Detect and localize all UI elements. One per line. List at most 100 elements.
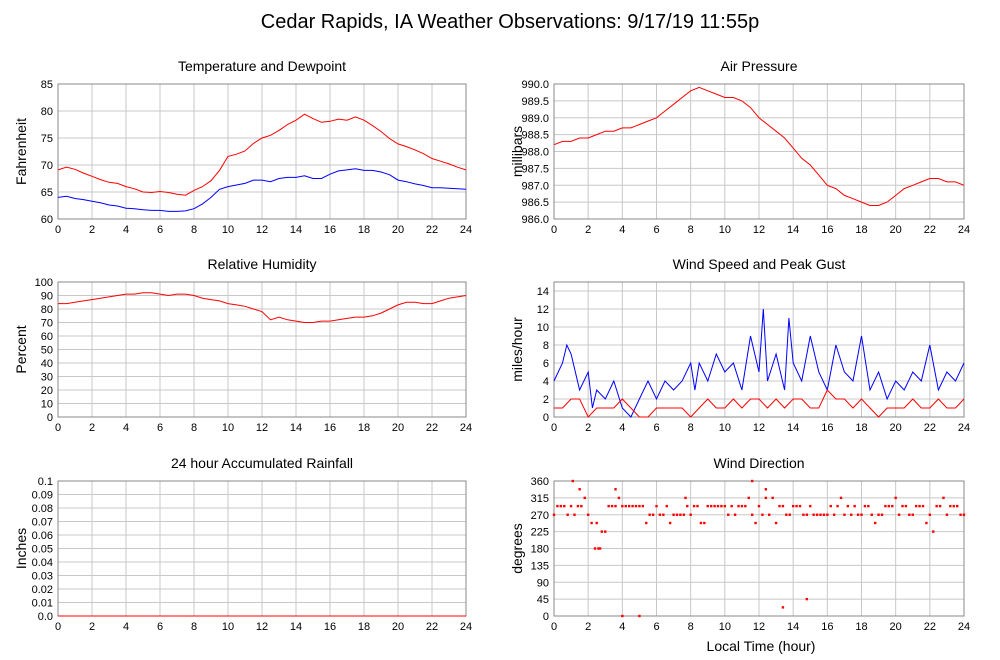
direction-point <box>955 504 959 508</box>
direction-point <box>867 504 870 508</box>
wind-x-tick-label: 18 <box>855 422 867 434</box>
direction-point <box>563 504 566 508</box>
direction-point <box>607 504 610 508</box>
direction-point <box>580 504 583 508</box>
direction-point <box>764 488 768 491</box>
wind-x-tick-label: 6 <box>653 422 659 434</box>
direction-point <box>829 504 832 508</box>
direction-point <box>617 496 621 500</box>
rainfall-x-tick-label: 20 <box>392 621 404 633</box>
humidity-x-tick-label: 24 <box>460 422 472 434</box>
direction-point <box>614 504 617 508</box>
pressure-x-tick-label: 18 <box>855 224 867 236</box>
direction-point <box>621 504 624 508</box>
rainfall-y-tick-label: 0.05 <box>32 544 53 556</box>
direction-point <box>891 504 894 508</box>
direction-x-tick-label: 2 <box>585 621 591 633</box>
rainfall-y-tick-label: 0.1 <box>38 476 53 488</box>
wind-x-tick-label: 2 <box>585 422 591 434</box>
direction-point <box>805 597 809 601</box>
pressure-title: Air Pressure <box>720 58 797 74</box>
humidity-y-tick-label: 90 <box>41 291 53 303</box>
direction-point <box>672 513 675 516</box>
direction-point <box>901 504 904 508</box>
direction-point <box>791 504 795 508</box>
rainfall-y-tick-label: 0.04 <box>32 557 53 569</box>
direction-point <box>785 513 788 516</box>
temperature-plot-frame <box>57 83 467 220</box>
rainfall-y-tick-label: 0.07 <box>32 517 53 529</box>
page-title: Cedar Rapids, IA Weather Observations: 9… <box>261 11 759 33</box>
wind-y-tick-label: 4 <box>543 376 549 388</box>
direction-point <box>679 513 682 516</box>
direction-x-tick-label: 10 <box>719 621 731 633</box>
direction-point <box>571 479 574 483</box>
humidity-title: Relative Humidity <box>208 256 317 272</box>
direction-point <box>860 513 863 516</box>
direction-point <box>846 504 850 508</box>
pressure-x-tick-label: 16 <box>821 224 833 236</box>
temperature-x-tick-label: 12 <box>256 224 268 236</box>
direction-point <box>696 504 699 508</box>
pressure-y-tick-label: 989.0 <box>521 113 549 125</box>
humidity-plot-frame <box>57 281 467 418</box>
temperature-series-line-1 <box>57 168 467 212</box>
pressure-y-tick-label: 990.0 <box>521 79 549 91</box>
direction-x-tick-label: 18 <box>855 621 867 633</box>
direction-point <box>569 504 573 508</box>
temperature-x-tick-label: 2 <box>89 224 95 236</box>
rainfall-title: 24 hour Accumulated Rainfall <box>171 455 353 471</box>
direction-point <box>870 513 873 516</box>
wind-y-tick-label: 12 <box>537 304 549 316</box>
direction-point <box>598 547 602 550</box>
temperature-y-tick-label: 65 <box>41 187 53 199</box>
humidity-y-tick-label: 80 <box>41 304 53 316</box>
humidity-y-axis-label: Percent <box>13 325 29 373</box>
direction-point <box>559 504 563 508</box>
temperature-y-axis-label: Fahrenheit <box>13 118 29 185</box>
direction-point <box>809 504 812 508</box>
direction-point <box>815 513 819 516</box>
direction-x-tick-label: 16 <box>821 621 833 633</box>
direction-point <box>576 504 580 508</box>
direction-point <box>638 614 641 618</box>
humidity-x-tick-label: 2 <box>89 422 95 434</box>
humidity-y-tick-label: 70 <box>41 318 53 330</box>
direction-point <box>925 521 928 525</box>
wind-x-tick-label: 12 <box>753 422 765 434</box>
direction-y-axis-label: degrees <box>509 523 525 574</box>
rainfall-x-tick-label: 16 <box>324 621 336 633</box>
direction-point <box>795 504 798 508</box>
direction-point <box>668 521 672 525</box>
direction-point <box>945 513 949 516</box>
rainfall-x-tick-label: 24 <box>460 621 472 633</box>
direction-x-tick-label: 4 <box>619 621 625 633</box>
rainfall-y-axis-label: Inches <box>13 528 29 569</box>
humidity-y-tick-label: 30 <box>41 372 53 384</box>
direction-point <box>655 504 658 508</box>
temperature-x-tick-label: 14 <box>290 224 302 236</box>
direction-point <box>713 504 716 508</box>
direction-point <box>600 530 604 533</box>
direction-point <box>604 530 607 533</box>
direction-point <box>624 504 627 508</box>
direction-point <box>938 504 942 508</box>
direction-point <box>686 504 689 508</box>
direction-point <box>798 504 802 508</box>
direction-x-tick-label: 14 <box>787 621 799 633</box>
wind-x-tick-label: 14 <box>787 422 799 434</box>
rainfall-x-tick-label: 8 <box>191 621 197 633</box>
rainfall-x-tick-label: 0 <box>55 621 61 633</box>
wind-x-tick-label: 10 <box>719 422 731 434</box>
pressure-x-tick-label: 12 <box>753 224 765 236</box>
pressure-x-tick-label: 2 <box>585 224 591 236</box>
wind-x-tick-label: 22 <box>924 422 936 434</box>
rainfall-x-tick-label: 2 <box>89 621 95 633</box>
direction-point <box>884 504 887 508</box>
pressure-y-tick-label: 988.0 <box>521 147 549 159</box>
direction-point <box>573 513 576 516</box>
direction-point <box>826 513 829 516</box>
